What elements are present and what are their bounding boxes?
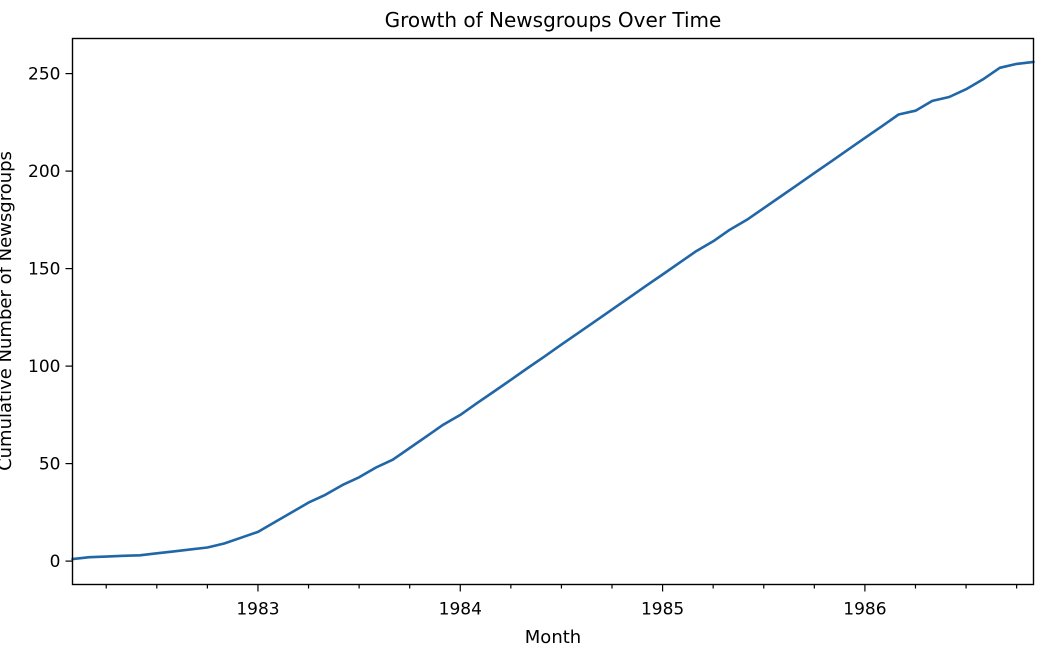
- y-tick-label: 100: [28, 357, 60, 377]
- y-tick-label: 0: [50, 552, 61, 572]
- x-tick-label: 1983: [236, 600, 279, 620]
- y-axis: 0 50 100 150 200 250: [28, 65, 73, 572]
- y-tick-label: 250: [28, 65, 60, 85]
- plot-area: [71, 60, 1035, 561]
- x-axis: 1983 1984 1985 1986: [105, 584, 1018, 620]
- x-tick-label: 1985: [641, 600, 684, 620]
- y-tick-label: 200: [28, 162, 60, 182]
- x-axis-label: Month: [525, 627, 581, 648]
- x-tick-label: 1986: [843, 600, 886, 620]
- series-line-0: [71, 60, 1035, 561]
- y-tick-label: 150: [28, 260, 60, 280]
- y-axis-label: Cumulative Number of Newsgroups: [0, 151, 16, 471]
- x-tick-label: 1984: [439, 600, 482, 620]
- chart-title: Growth of Newsgroups Over Time: [385, 8, 722, 32]
- y-tick-label: 50: [39, 455, 61, 475]
- plot-frame: [71, 37, 1035, 586]
